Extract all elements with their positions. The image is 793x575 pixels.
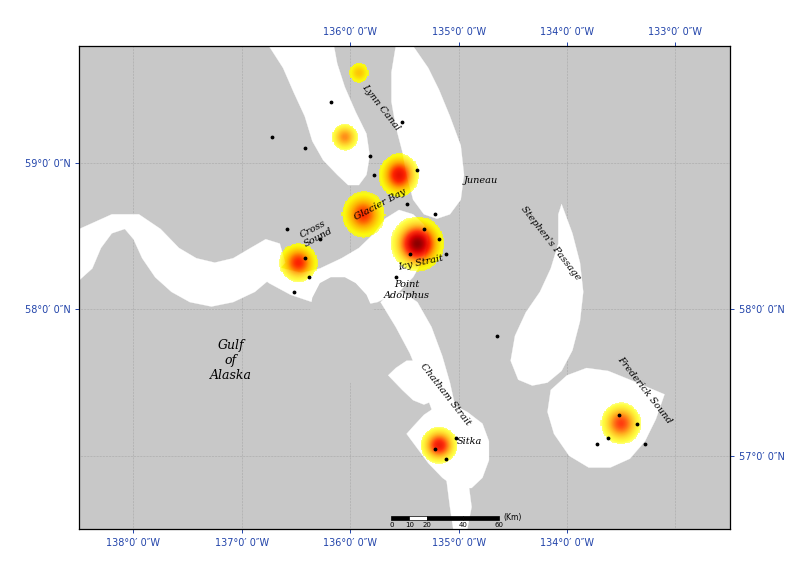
Polygon shape xyxy=(388,361,439,405)
Polygon shape xyxy=(79,214,285,306)
Polygon shape xyxy=(290,277,374,386)
Text: Icy Strait: Icy Strait xyxy=(397,254,444,272)
Text: Sitka: Sitka xyxy=(457,436,482,446)
Text: 60: 60 xyxy=(494,523,504,528)
Text: 20: 20 xyxy=(423,523,431,528)
Text: Frederick Sound: Frederick Sound xyxy=(616,355,674,426)
Polygon shape xyxy=(381,292,472,529)
Text: 40: 40 xyxy=(458,523,468,528)
Bar xyxy=(409,516,427,520)
Polygon shape xyxy=(547,368,665,467)
Polygon shape xyxy=(392,46,464,218)
Text: Point
Adolphus: Point Adolphus xyxy=(384,280,430,300)
Text: 0: 0 xyxy=(389,523,393,528)
Polygon shape xyxy=(407,405,489,488)
Polygon shape xyxy=(417,112,450,185)
Text: Lynn Canal: Lynn Canal xyxy=(360,83,401,132)
Text: (Km): (Km) xyxy=(504,513,522,522)
Text: Juneau: Juneau xyxy=(464,176,498,185)
Text: Stephen's Passage: Stephen's Passage xyxy=(519,205,582,282)
Text: Cross
Sound: Cross Sound xyxy=(297,217,334,249)
Polygon shape xyxy=(511,204,584,386)
Bar xyxy=(392,516,409,520)
Polygon shape xyxy=(242,46,370,185)
Text: Glacier Bay: Glacier Bay xyxy=(353,187,408,221)
Bar xyxy=(463,516,499,520)
Polygon shape xyxy=(251,210,428,306)
Text: Chatham Strait: Chatham Strait xyxy=(419,362,473,427)
Bar xyxy=(427,516,463,520)
Text: Gulf
of
Alaska: Gulf of Alaska xyxy=(210,339,252,382)
Text: 10: 10 xyxy=(405,523,414,528)
